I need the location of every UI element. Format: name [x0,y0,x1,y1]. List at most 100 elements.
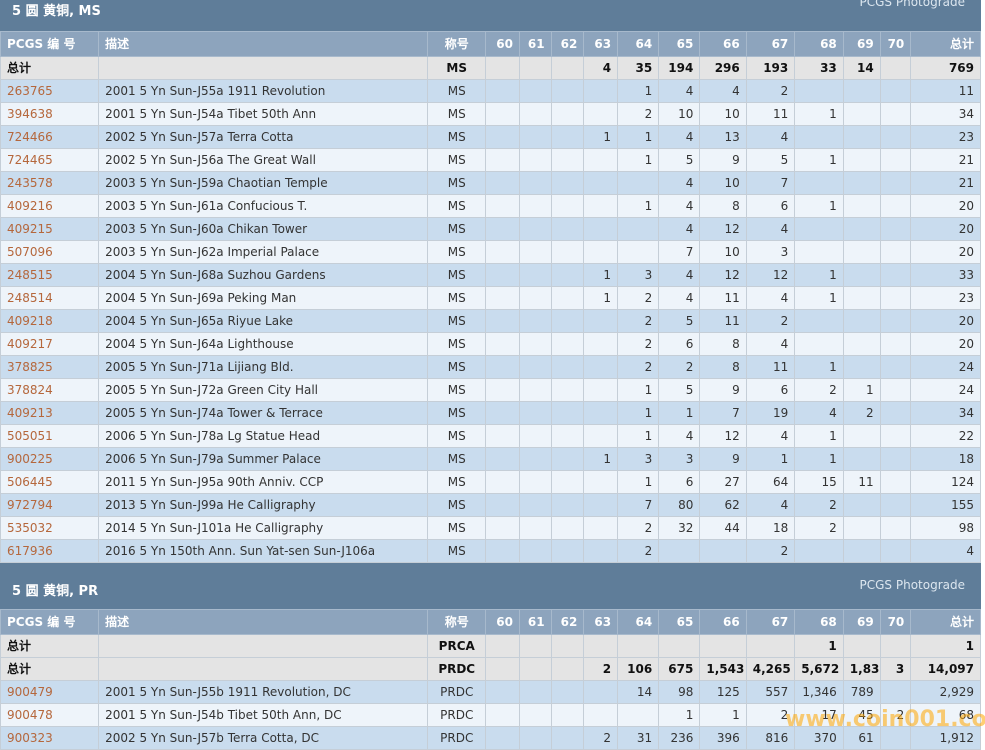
grade-count-cell [518,309,552,333]
grade-count-cell [550,56,585,80]
grade-count-cell [550,286,585,310]
pcgs-number-link[interactable]: 263765 [0,79,100,103]
pcgs-number-link[interactable]: 506445 [0,470,100,494]
column-header[interactable]: 61 [518,609,552,635]
pcgs-number-link[interactable]: 900323 [0,726,100,750]
column-header[interactable]: 总计 [910,31,981,57]
pcgs-number-link[interactable]: 617936 [0,539,100,563]
column-header[interactable]: 65 [658,31,701,57]
pcgs-number-link[interactable]: 248514 [0,286,100,310]
column-header[interactable]: 描述 [98,609,429,635]
column-header[interactable]: 64 [617,609,660,635]
column-header[interactable]: 总计 [910,609,981,635]
table-row: 394638 2001 5 Yn Sun-J54a Tibet 50th Ann M… [0,102,981,126]
photograde-link[interactable]: PCGS Photograde [859,0,965,9]
pcgs-number-link[interactable]: 972794 [0,493,100,517]
pcgs-number-link[interactable]: 900225 [0,447,100,471]
column-header[interactable]: 64 [617,31,660,57]
pcgs-number-link[interactable]: 409217 [0,332,100,356]
grade-count-cell: 2 [745,79,796,103]
column-header[interactable]: PCGS 编 号 [0,31,100,57]
pcgs-number-link[interactable]: 378824 [0,378,100,402]
column-header[interactable]: 63 [583,31,619,57]
grade-count-cell [550,726,585,750]
grade-count-cell [583,102,619,126]
column-header[interactable]: 65 [658,609,701,635]
table-row: 972794 2013 5 Yn Sun-J99a He Calligraphy M… [0,493,981,517]
total-cell: 20 [910,217,981,241]
column-header[interactable]: 69 [842,609,881,635]
pcgs-number-link[interactable]: 900478 [0,703,100,727]
pcgs-number-link[interactable]: 409218 [0,309,100,333]
pcgs-number-link[interactable]: 394638 [0,102,100,126]
pcgs-number-link[interactable]: 507096 [0,240,100,264]
grade-count-cell [485,424,520,448]
pcgs-number-link[interactable]: 409215 [0,217,100,241]
column-header[interactable]: 63 [583,609,619,635]
total-cell: 4 [910,539,981,563]
pcgs-number-link[interactable]: 409216 [0,194,100,218]
designation-cell: MS [427,148,487,172]
column-header[interactable]: 68 [794,31,844,57]
grade-count-cell [617,217,660,241]
grade-count-cell [879,102,912,126]
grade-count-cell [518,263,552,287]
grade-count-cell [485,634,520,658]
column-header[interactable]: 62 [550,31,585,57]
grade-count-cell: 4 [745,217,796,241]
column-header[interactable]: 60 [485,31,520,57]
column-header[interactable]: 称号 [427,31,487,57]
grade-count-cell: 5 [658,148,701,172]
grade-count-cell: 3 [745,240,796,264]
column-header[interactable]: PCGS 编 号 [0,609,100,635]
grade-count-cell [485,355,520,379]
column-header[interactable]: 60 [485,609,520,635]
description-cell: 2001 5 Yn Sun-J55a 1911 Revolution [98,79,429,103]
pcgs-number-link[interactable]: 900479 [0,680,100,704]
column-header[interactable]: 称号 [427,609,487,635]
grade-count-cell: 4 [745,286,796,310]
grade-count-cell [485,309,520,333]
pcgs-number-link[interactable]: 724465 [0,148,100,172]
column-header[interactable]: 67 [745,31,796,57]
column-header[interactable]: 62 [550,609,585,635]
pcgs-number-link[interactable]: 378825 [0,355,100,379]
grade-count-cell [842,125,881,149]
photograde-link[interactable]: PCGS Photograde [859,578,965,592]
grade-count-cell [879,516,912,540]
grade-count-cell [518,634,552,658]
pcgs-number-link[interactable]: 409213 [0,401,100,425]
column-header[interactable]: 70 [879,31,912,57]
grade-count-cell: 10 [699,102,747,126]
grade-count-cell: 9 [699,378,747,402]
column-header[interactable]: 描述 [98,31,429,57]
column-header[interactable]: 70 [879,609,912,635]
pcgs-number-link[interactable]: 724466 [0,125,100,149]
column-header[interactable]: 66 [699,31,747,57]
grade-count-cell: 3 [879,657,912,681]
grade-count-cell [518,470,552,494]
column-header[interactable]: 68 [794,609,844,635]
grade-count-cell: 2 [794,493,844,517]
grade-count-cell [485,726,520,750]
grade-count-cell [583,634,619,658]
pcgs-number-link[interactable]: 243578 [0,171,100,195]
pcgs-number-link[interactable]: 505051 [0,424,100,448]
pcgs-number-link[interactable]: 535032 [0,516,100,540]
total-cell: 68 [910,703,981,727]
pcgs-number-link[interactable]: 248515 [0,263,100,287]
grade-count-cell: 4 [658,79,701,103]
table-row: 409216 2003 5 Yn Sun-J61a Confucious T. MS… [0,194,981,218]
column-header[interactable]: 61 [518,31,552,57]
column-header[interactable]: 69 [842,31,881,57]
grade-count-cell: 2 [617,516,660,540]
designation-cell: MS [427,493,487,517]
grade-count-cell [485,171,520,195]
column-header[interactable]: 67 [745,609,796,635]
grade-count-cell [518,424,552,448]
grade-count-cell [550,703,585,727]
grade-count-cell: 61 [842,726,881,750]
grade-count-cell: 8 [699,332,747,356]
column-header[interactable]: 66 [699,609,747,635]
